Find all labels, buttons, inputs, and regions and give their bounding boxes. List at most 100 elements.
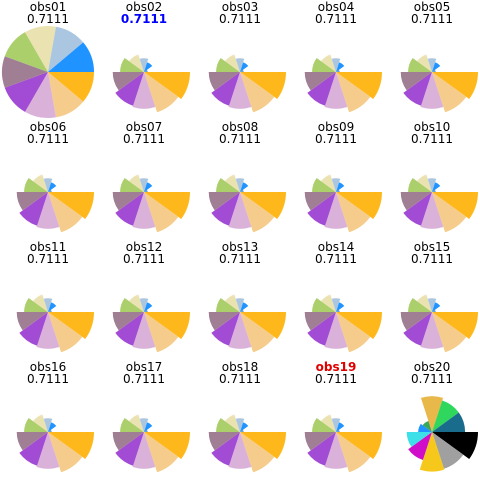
sector-4: [19, 192, 48, 226]
panel-value-label: 0.7111: [315, 372, 357, 386]
sector-8: [331, 58, 341, 72]
sector-9: [336, 302, 345, 312]
sector-7: [321, 54, 336, 72]
panel-obs05: obs05 0.7111: [384, 0, 480, 120]
polar-area-chart: [16, 414, 94, 473]
sector-8: [427, 58, 437, 72]
sector-6: [408, 177, 432, 192]
sector-4: [403, 192, 432, 226]
sector-2: [240, 432, 275, 473]
sector-3: [132, 312, 156, 349]
sector-4: [19, 432, 48, 466]
sector-3: [420, 312, 444, 349]
sector-8: [139, 418, 149, 432]
sector-9: [432, 62, 441, 72]
sector-2: [144, 192, 179, 233]
sector-9: [336, 422, 345, 432]
sector-8: [43, 418, 53, 432]
sector-4: [307, 432, 336, 466]
panel-value-label: 0.7111: [411, 252, 453, 266]
sector-9: [48, 422, 57, 432]
panel-value-label: 0.7111: [315, 252, 357, 266]
sector-7: [225, 54, 240, 72]
sector-4: [115, 312, 144, 346]
sector-8: [331, 298, 341, 312]
sector-1: [432, 192, 478, 220]
sector-8: [235, 178, 245, 192]
sector-3: [324, 432, 348, 469]
sector-3: [36, 312, 60, 349]
sector-8: [139, 178, 149, 192]
panel-title: obs17: [125, 360, 163, 374]
sector-10: [48, 309, 52, 312]
panel-title: obs11: [29, 240, 67, 254]
sector-4: [307, 312, 336, 346]
sector-7: [225, 414, 240, 432]
panel-value-label: 0.7111: [27, 252, 69, 266]
sector-1: [48, 192, 94, 220]
panel-obs13: obs13 0.7111: [192, 240, 288, 360]
panel-obs17: obs17 0.7111: [96, 360, 192, 480]
sector-5: [16, 312, 48, 331]
polar-area-chart: [16, 294, 94, 353]
panel-title: obs12: [125, 240, 163, 254]
sector-7: [321, 414, 336, 432]
sector-7: [33, 414, 48, 432]
panel-value-label: 0.7111: [315, 132, 357, 146]
sector-2: [432, 432, 464, 469]
sector-3: [228, 72, 252, 109]
sector-3: [228, 192, 252, 229]
sector-5: [208, 192, 240, 211]
panel-title: obs04: [317, 0, 355, 14]
sector-1: [432, 432, 478, 460]
sector-5: [16, 432, 48, 451]
sector-1: [336, 312, 382, 340]
sector-10: [144, 429, 148, 432]
sector-10: [336, 429, 340, 432]
panel-obs03: obs03 0.7111: [192, 0, 288, 120]
sector-5: [16, 192, 48, 211]
sector-1: [336, 192, 382, 220]
panel-value-label: 0.7111: [411, 132, 453, 146]
polar-area-chart: [112, 294, 190, 353]
sector-3: [324, 192, 348, 229]
polar-area-chart: [304, 174, 382, 233]
sector-3: [132, 72, 156, 109]
sector-6: [24, 297, 48, 312]
panel-obs11: obs11 0.7111: [0, 240, 96, 360]
panel-obs09: obs09 0.7111: [288, 120, 384, 240]
sector-3: [324, 312, 348, 349]
sector-8: [43, 178, 53, 192]
sector-4: [403, 72, 432, 106]
sector-5: [112, 312, 144, 331]
panel-obs16: obs16 0.7111: [0, 360, 96, 480]
sector-10: [432, 69, 436, 72]
panel-title: obs18: [221, 360, 259, 374]
sector-10: [240, 309, 244, 312]
panel-value-label: 0.7111: [411, 12, 453, 26]
sector-5: [304, 192, 336, 211]
sector-10: [432, 309, 436, 312]
panel-obs07: obs07 0.7111: [96, 120, 192, 240]
panel-value-label: 0.7111: [27, 372, 69, 386]
sector-6: [312, 417, 336, 432]
sector-6: [24, 177, 48, 192]
sector-10: [336, 309, 340, 312]
sector-6: [312, 57, 336, 72]
panel-title: obs08: [221, 120, 259, 134]
sector-7: [417, 174, 432, 192]
sector-6: [120, 57, 144, 72]
sector-9: [240, 62, 249, 72]
panel-title: obs20: [413, 360, 451, 374]
sector-8: [139, 58, 149, 72]
sector-1: [240, 192, 286, 220]
sector-9: [48, 302, 57, 312]
sector-6: [216, 417, 240, 432]
sector-7: [225, 294, 240, 312]
sector-9: [336, 62, 345, 72]
sector-1: [48, 432, 94, 460]
panel-title: obs16: [29, 360, 67, 374]
polar-area-chart: [208, 414, 286, 473]
sector-2: [48, 312, 83, 353]
panel-value-label: 0.7111: [315, 12, 357, 26]
